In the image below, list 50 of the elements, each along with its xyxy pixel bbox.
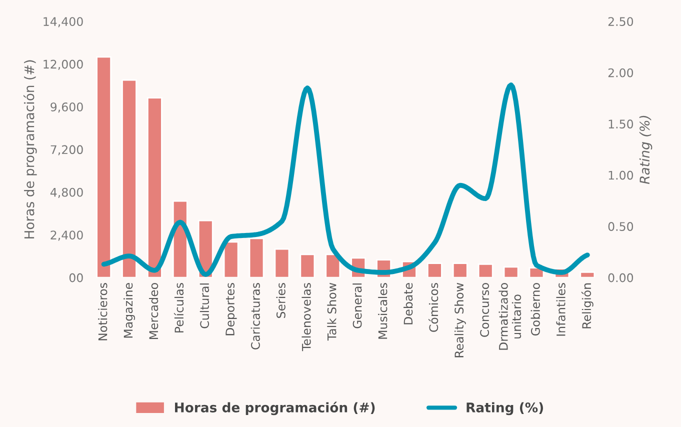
x-tick-label: Religión	[581, 283, 594, 328]
x-tick-label: Gobierno	[530, 283, 540, 336]
x-tick-label: General	[352, 284, 362, 328]
y-tick-label: 4,800	[50, 188, 83, 198]
y2-tick-label: 0.00	[608, 273, 634, 282]
x-tick-label: Concurso	[480, 283, 490, 337]
y-tick-label: 2,400	[50, 230, 83, 241]
x-tick-label: Debate	[404, 283, 413, 324]
bar	[147, 97, 162, 278]
bar	[122, 79, 137, 278]
bar	[325, 254, 341, 278]
y-axis-title: Horas de programación (#)	[24, 60, 37, 238]
legend-label: Horas de programación (#)	[175, 402, 375, 416]
x-tick-label: Telenovelas	[302, 282, 311, 352]
bar	[300, 254, 316, 278]
x-tick-label: Cómicos	[428, 282, 438, 332]
y-tick-label: 9,600	[50, 102, 83, 113]
x-tick-label: Magazine	[124, 283, 135, 338]
bar	[427, 262, 442, 278]
bar	[248, 238, 264, 278]
bar	[478, 264, 494, 278]
bar	[274, 248, 290, 278]
x-tick-label: Mercadeo	[148, 283, 158, 339]
bar	[223, 241, 239, 278]
x-tick-label: Caricaturas	[250, 282, 260, 350]
x-tick-label: Noticieros	[98, 282, 108, 340]
x-tick-label: Musicales	[378, 282, 388, 339]
x-tick-label: Reality Show	[454, 282, 466, 358]
y2-tick-label: 0.50	[608, 222, 634, 231]
x-tick-label: Drmatizado unitario	[498, 283, 522, 350]
bar	[96, 56, 112, 278]
y-tick-label: 14,400	[44, 17, 83, 28]
x-tick-label: Cultural	[200, 284, 210, 328]
x-tick-label: Películas	[174, 282, 184, 332]
y2-tick-label: 2.50	[608, 17, 634, 26]
y2-tick-label: 1.00	[608, 170, 634, 180]
x-tick-label: Infantiles	[556, 282, 566, 336]
legend-label: Rating (%)	[466, 402, 543, 416]
x-tick-label: Deportes	[226, 282, 237, 336]
y2-axis-title: Rating (%)	[639, 116, 652, 184]
bar	[503, 266, 519, 278]
y2-tick-label: 2.00	[608, 68, 634, 78]
x-tick-label: Series	[276, 282, 286, 318]
x-tick-label: Talk Show	[327, 282, 336, 341]
bar	[580, 272, 596, 278]
bar	[452, 262, 468, 278]
y-tick-label: 00	[69, 273, 83, 282]
y2-tick-label: 1.50	[608, 120, 634, 128]
y-tick-label: 12,000	[44, 60, 83, 70]
y-tick-label: 7,200	[50, 145, 83, 156]
